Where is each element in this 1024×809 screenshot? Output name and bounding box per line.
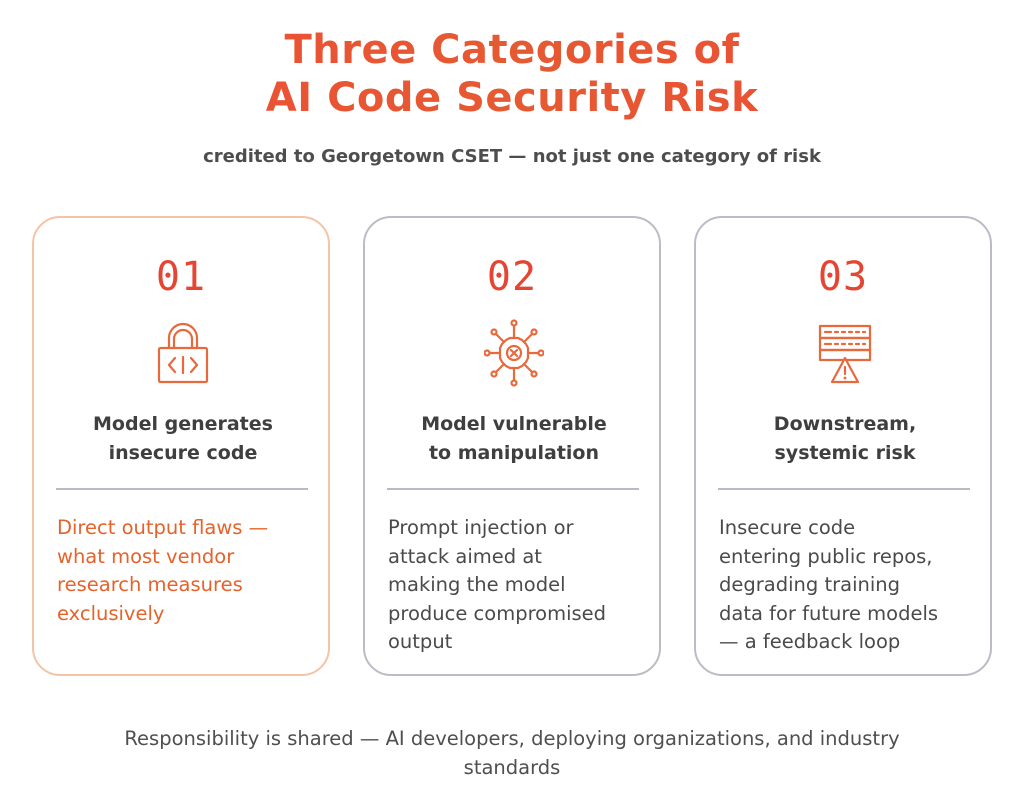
card-heading-line-1: Downstream, — [773, 413, 917, 435]
card-heading: Model vulnerable to manipulation — [375, 410, 653, 468]
card-number: 02 — [486, 254, 538, 300]
card-divider — [56, 488, 308, 490]
card-body-line: Direct output flaws — — [57, 516, 269, 539]
risk-card-2: 02 Model vulnerable to man — [363, 216, 661, 676]
card-body-line: entering public repos, — [719, 544, 933, 568]
title-line-1: Three Categories of — [0, 26, 1024, 74]
card-body-line: Prompt injection or — [388, 516, 574, 539]
page-title: Three Categories of AI Code Security Ris… — [0, 26, 1024, 122]
footer-line-2: standards — [463, 756, 561, 779]
risk-card-3: 03 Downstream, systemic risk Insecure co… — [694, 216, 992, 676]
card-body-line: research measures — [57, 573, 243, 596]
card-number: 01 — [155, 254, 207, 300]
server-warning-icon — [815, 318, 875, 388]
card-heading-line-1: Model vulnerable — [421, 413, 607, 435]
card-body-line: degrading training — [719, 573, 900, 596]
card-body-line: making the model — [388, 573, 566, 596]
footer-line-1: Responsibility is shared — AI developers… — [124, 727, 900, 750]
title-line-2: AI Code Security Risk — [0, 74, 1024, 122]
network-error-icon — [483, 318, 545, 388]
card-body-line: output — [388, 630, 453, 653]
card-number: 03 — [817, 254, 869, 300]
card-heading: Downstream, systemic risk — [706, 410, 984, 468]
card-body-line: what most vendor — [57, 544, 235, 568]
card-heading: Model generates insecure code — [44, 410, 322, 468]
card-body: Prompt injection or attack aimed at maki… — [388, 514, 650, 657]
card-body-line: Insecure code — [719, 516, 856, 539]
card-heading-line-2: insecure code — [108, 442, 258, 464]
risk-card-1: 01 Model generates insecure code Direct … — [32, 216, 330, 676]
card-body-line: exclusively — [57, 601, 165, 625]
card-divider — [387, 488, 639, 490]
card-heading-line-2: systemic risk — [774, 442, 916, 464]
card-body-line: attack aimed at — [388, 544, 542, 568]
footer-note: Responsibility is shared — AI developers… — [62, 724, 962, 782]
card-heading-line-2: to manipulation — [428, 442, 600, 464]
card-body: Direct output flaws — what most vendor r… — [57, 514, 319, 628]
card-heading-line-1: Model generates — [93, 413, 273, 435]
code-lock-icon — [153, 318, 213, 388]
card-body-line: data for future models — [719, 601, 939, 625]
card-body-line: — a feedback loop — [719, 630, 901, 653]
card-body-line: produce compromised — [388, 601, 607, 625]
card-divider — [718, 488, 970, 490]
subtitle: credited to Georgetown CSET — not just o… — [203, 146, 821, 167]
card-body: Insecure code entering public repos, deg… — [719, 514, 981, 657]
